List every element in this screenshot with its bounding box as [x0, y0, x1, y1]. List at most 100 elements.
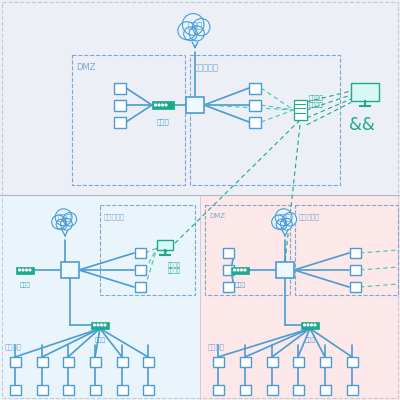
- FancyBboxPatch shape: [249, 116, 261, 128]
- FancyBboxPatch shape: [320, 357, 330, 367]
- Text: 探测器: 探测器: [94, 337, 106, 342]
- Text: DMZ: DMZ: [209, 213, 225, 219]
- FancyBboxPatch shape: [62, 385, 74, 395]
- Circle shape: [101, 324, 102, 326]
- Circle shape: [304, 324, 306, 326]
- Circle shape: [104, 324, 106, 326]
- FancyBboxPatch shape: [350, 265, 360, 275]
- FancyBboxPatch shape: [16, 266, 34, 274]
- FancyBboxPatch shape: [266, 357, 278, 367]
- Circle shape: [184, 27, 197, 40]
- Circle shape: [241, 269, 242, 271]
- FancyBboxPatch shape: [114, 100, 126, 110]
- FancyBboxPatch shape: [134, 282, 146, 292]
- Text: 互联网: 互联网: [278, 214, 292, 222]
- FancyBboxPatch shape: [62, 357, 74, 367]
- Circle shape: [97, 324, 99, 326]
- Circle shape: [182, 14, 204, 35]
- FancyBboxPatch shape: [351, 83, 379, 101]
- FancyBboxPatch shape: [276, 262, 294, 278]
- Circle shape: [63, 212, 77, 226]
- Text: &&: &&: [349, 116, 375, 134]
- FancyBboxPatch shape: [36, 385, 48, 395]
- FancyBboxPatch shape: [249, 100, 261, 110]
- FancyBboxPatch shape: [222, 248, 234, 258]
- FancyBboxPatch shape: [212, 385, 224, 395]
- Text: 探测器: 探测器: [234, 282, 246, 288]
- FancyBboxPatch shape: [91, 322, 109, 328]
- FancyBboxPatch shape: [61, 262, 79, 278]
- Circle shape: [94, 324, 96, 326]
- FancyBboxPatch shape: [249, 82, 261, 94]
- FancyBboxPatch shape: [116, 357, 128, 367]
- FancyBboxPatch shape: [301, 322, 319, 328]
- FancyBboxPatch shape: [157, 240, 173, 250]
- Circle shape: [165, 104, 167, 106]
- Circle shape: [29, 269, 31, 271]
- FancyBboxPatch shape: [114, 82, 126, 94]
- Circle shape: [52, 215, 66, 229]
- FancyBboxPatch shape: [240, 357, 250, 367]
- Text: 服务器区: 服务器区: [5, 343, 22, 350]
- FancyBboxPatch shape: [134, 265, 146, 275]
- Circle shape: [189, 26, 204, 41]
- Text: 入侵检测
管理平台: 入侵检测 管理平台: [309, 96, 324, 108]
- Text: 安全运维区: 安全运维区: [194, 63, 219, 72]
- FancyBboxPatch shape: [0, 195, 200, 400]
- FancyBboxPatch shape: [200, 195, 400, 400]
- Circle shape: [280, 218, 292, 230]
- Circle shape: [60, 218, 72, 230]
- Text: 服务器区: 服务器区: [208, 343, 225, 350]
- FancyBboxPatch shape: [90, 357, 100, 367]
- Text: 安全运维区: 安全运维区: [299, 213, 320, 220]
- FancyBboxPatch shape: [240, 385, 250, 395]
- FancyBboxPatch shape: [266, 385, 278, 395]
- FancyBboxPatch shape: [346, 357, 358, 367]
- Circle shape: [311, 324, 312, 326]
- FancyBboxPatch shape: [346, 385, 358, 395]
- FancyBboxPatch shape: [134, 248, 146, 258]
- FancyBboxPatch shape: [10, 357, 20, 367]
- Circle shape: [314, 324, 316, 326]
- FancyBboxPatch shape: [292, 385, 304, 395]
- FancyBboxPatch shape: [212, 357, 224, 367]
- Text: 探测器: 探测器: [19, 282, 31, 288]
- Circle shape: [193, 18, 210, 36]
- Text: 互联网: 互联网: [58, 214, 72, 222]
- Circle shape: [158, 104, 160, 106]
- Text: DMZ: DMZ: [76, 63, 96, 72]
- Circle shape: [162, 104, 164, 106]
- Circle shape: [234, 269, 235, 271]
- Circle shape: [283, 212, 297, 226]
- FancyBboxPatch shape: [10, 385, 20, 395]
- Circle shape: [178, 22, 196, 40]
- FancyBboxPatch shape: [222, 265, 234, 275]
- Text: 探测器: 探测器: [157, 118, 169, 125]
- FancyBboxPatch shape: [294, 100, 306, 120]
- Circle shape: [272, 215, 286, 229]
- Circle shape: [26, 269, 27, 271]
- FancyBboxPatch shape: [114, 116, 126, 128]
- FancyBboxPatch shape: [0, 0, 400, 195]
- FancyBboxPatch shape: [350, 248, 360, 258]
- Circle shape: [275, 209, 292, 226]
- Circle shape: [22, 269, 24, 271]
- FancyBboxPatch shape: [142, 385, 154, 395]
- FancyBboxPatch shape: [142, 357, 154, 367]
- Text: 探测器: 探测器: [304, 337, 316, 342]
- FancyBboxPatch shape: [231, 266, 249, 274]
- Circle shape: [19, 269, 20, 271]
- Circle shape: [276, 219, 287, 230]
- Text: 安全运维区: 安全运维区: [104, 213, 125, 220]
- Text: 入侵检测
管理平台: 入侵检测 管理平台: [168, 262, 181, 274]
- Circle shape: [56, 219, 67, 230]
- FancyBboxPatch shape: [350, 282, 360, 292]
- FancyBboxPatch shape: [152, 101, 174, 109]
- Circle shape: [307, 324, 309, 326]
- Text: 互联网: 互联网: [188, 22, 202, 30]
- Circle shape: [55, 209, 72, 226]
- FancyBboxPatch shape: [186, 97, 204, 113]
- Circle shape: [237, 269, 239, 271]
- FancyBboxPatch shape: [222, 282, 234, 292]
- Circle shape: [154, 104, 156, 106]
